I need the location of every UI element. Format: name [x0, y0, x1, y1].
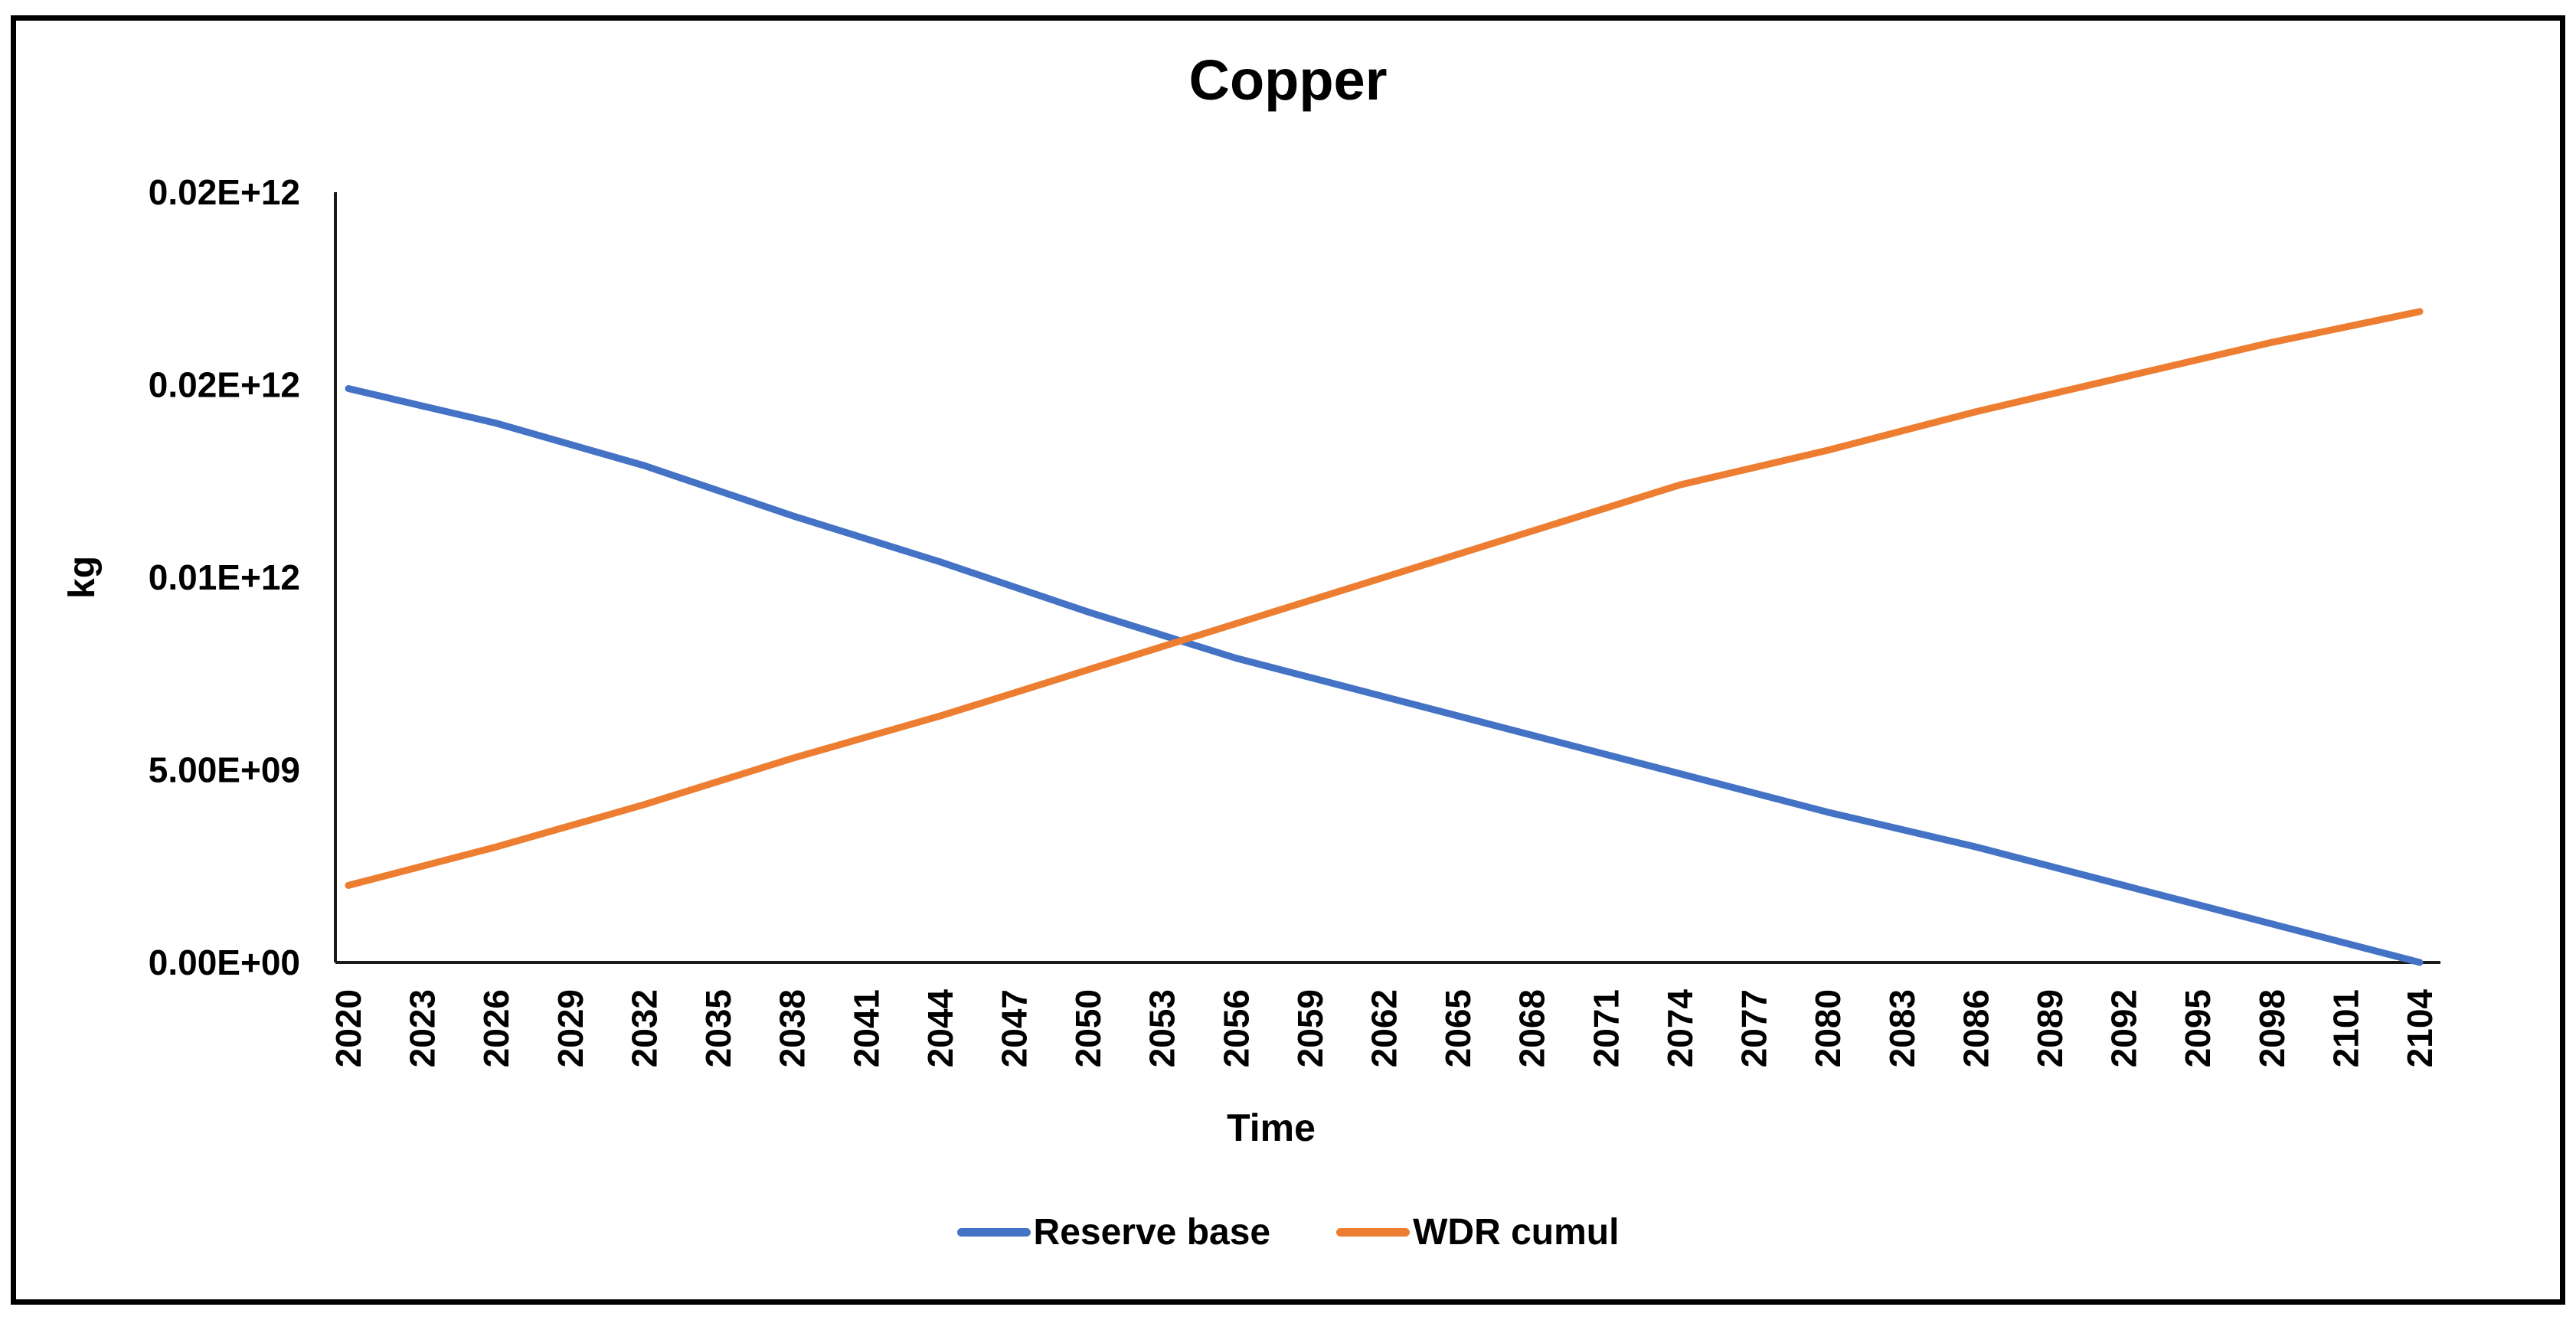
x-tick-label: 2104 — [2400, 989, 2440, 1068]
x-tick-label: 2023 — [403, 989, 443, 1067]
x-tick-label: 2020 — [329, 989, 368, 1067]
x-axis-tick-labels: 2020 2023 2026 2029 2032 2035 2038 2041 2044 2047… — [329, 989, 2440, 1068]
data-series-lines — [345, 308, 2424, 966]
legend-item-wdr-cumul: WDR cumul — [1336, 1211, 1619, 1253]
y-tick-label: 0.00E+00 — [149, 943, 300, 982]
x-tick-label: 2047 — [994, 989, 1034, 1067]
y-axis-tick-labels: 0.02E+12 0.02E+12 0.01E+12 5.00E+09 0.00E+00 — [149, 172, 300, 982]
legend-label-wdr-cumul: WDR cumul — [1413, 1212, 1620, 1253]
x-axis-title: Time — [1227, 1106, 1316, 1149]
x-tick-label: 2086 — [1956, 989, 1996, 1067]
axis-titles: kg Time — [62, 556, 1316, 1149]
series-line-reserve-base — [345, 385, 2424, 966]
x-tick-label: 2041 — [846, 989, 886, 1067]
x-tick-label: 2026 — [476, 989, 516, 1067]
y-tick-label: 5.00E+09 — [149, 750, 300, 790]
x-tick-label: 2056 — [1216, 989, 1256, 1067]
x-tick-label: 2071 — [1586, 989, 1626, 1067]
x-tick-label: 2092 — [2104, 989, 2144, 1067]
x-tick-label: 2074 — [1660, 989, 1700, 1068]
figure-border — [11, 15, 2565, 1305]
reserve-base-line-swatch — [956, 1228, 1031, 1237]
series-line-wdr-cumul — [345, 308, 2424, 889]
x-tick-label: 2062 — [1365, 989, 1404, 1067]
legend-label-reserve-base: Reserve base — [1033, 1212, 1271, 1253]
y-axis-title: kg — [62, 556, 103, 599]
x-tick-label: 2098 — [2252, 989, 2292, 1067]
x-tick-label: 2080 — [1808, 989, 1848, 1067]
x-tick-label: 2095 — [2178, 989, 2218, 1067]
wdr-cumul-line-swatch — [1336, 1228, 1411, 1237]
x-tick-label: 2101 — [2326, 989, 2365, 1067]
x-tick-label: 2065 — [1438, 989, 1478, 1067]
x-tick-label: 2032 — [624, 989, 664, 1067]
y-tick-label: 0.02E+12 — [149, 172, 300, 212]
x-tick-label: 2083 — [1882, 989, 1922, 1067]
legend-item-reserve-base: Reserve base — [956, 1211, 1271, 1253]
x-tick-label: 2035 — [698, 989, 738, 1067]
x-tick-label: 2059 — [1290, 989, 1330, 1067]
x-tick-label: 2089 — [2030, 989, 2070, 1067]
chart-title: Copper — [1188, 48, 1388, 112]
y-tick-label: 0.01E+12 — [149, 557, 300, 597]
x-tick-label: 2068 — [1512, 989, 1552, 1067]
x-tick-label: 2077 — [1734, 989, 1774, 1067]
x-tick-label: 2044 — [920, 989, 960, 1068]
y-tick-label: 0.02E+12 — [149, 365, 300, 405]
x-tick-label: 2038 — [773, 989, 812, 1067]
x-tick-label: 2053 — [1143, 989, 1182, 1067]
x-tick-label: 2029 — [551, 989, 590, 1067]
axes — [334, 192, 2440, 964]
chart-legend: Reserve base WDR cumul — [0, 1211, 2576, 1253]
x-tick-label: 2050 — [1068, 989, 1108, 1067]
